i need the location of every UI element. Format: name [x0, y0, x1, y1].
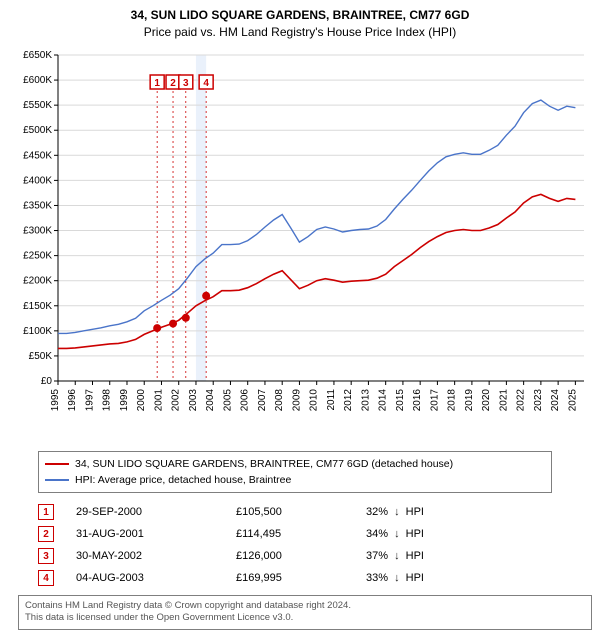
sales-table-date: 30-MAY-2002	[76, 550, 236, 562]
legend-entry: HPI: Average price, detached house, Brai…	[45, 472, 545, 488]
sale-marker-number: 4	[203, 78, 209, 89]
y-tick-label: £50K	[29, 351, 53, 362]
y-tick-label: £100K	[23, 326, 52, 337]
chart-svg: £0 £50K £100K £150K £200K £250K £300K £350K £400…	[8, 45, 592, 445]
sales-table-badge: 1	[38, 504, 54, 520]
x-tick-label: 2007	[257, 389, 268, 412]
sales-table-row: 3 30-MAY-2002£126,00037% ↓ HPI	[38, 545, 558, 567]
sales-table-hpi: 34% ↓ HPI	[366, 528, 486, 540]
sales-table-date: 04-AUG-2003	[76, 572, 236, 584]
legend: 34, SUN LIDO SQUARE GARDENS, BRAINTREE, …	[38, 451, 552, 493]
y-tick-label: £300K	[23, 226, 52, 237]
x-tick-label: 1995	[50, 389, 61, 412]
y-tick-label: £500K	[23, 125, 52, 136]
title-line-1: 34, SUN LIDO SQUARE GARDENS, BRAINTREE, …	[8, 8, 592, 22]
legend-swatch	[45, 479, 69, 481]
x-tick-label: 2016	[412, 389, 423, 412]
sales-table-price: £114,495	[236, 528, 366, 540]
x-tick-label: 1999	[119, 389, 130, 412]
x-tick-label: 2002	[171, 389, 182, 412]
arrow-down-icon: ↓	[394, 572, 400, 584]
x-tick-label: 2014	[378, 389, 389, 412]
sales-table-hpi: 32% ↓ HPI	[366, 506, 486, 518]
x-tick-label: 2023	[533, 389, 544, 412]
x-tick-label: 2015	[395, 389, 406, 412]
x-tick-label: 2012	[343, 389, 354, 412]
sale-marker-point	[182, 314, 190, 322]
x-tick-label: 2006	[240, 389, 251, 412]
price-chart: £0 £50K £100K £150K £200K £250K £300K £350K £400…	[8, 45, 592, 445]
title-line-2: Price paid vs. HM Land Registry's House …	[8, 25, 592, 39]
sales-table-hpi: 37% ↓ HPI	[366, 550, 486, 562]
footer-line-2: This data is licensed under the Open Gov…	[25, 612, 585, 624]
x-tick-label: 2017	[429, 389, 440, 412]
y-tick-label: £550K	[23, 100, 52, 111]
legend-label: 34, SUN LIDO SQUARE GARDENS, BRAINTREE, …	[75, 456, 453, 472]
chart-band	[196, 55, 206, 381]
sale-marker-number: 2	[170, 78, 176, 89]
x-tick-label: 2018	[447, 389, 458, 412]
x-tick-label: 2003	[188, 389, 199, 412]
y-tick-label: £400K	[23, 175, 52, 186]
sales-table-row: 2 31-AUG-2001£114,49534% ↓ HPI	[38, 523, 558, 545]
x-tick-label: 2005	[222, 389, 233, 412]
y-tick-label: £0	[41, 376, 53, 387]
sales-table-row: 1 29-SEP-2000£105,50032% ↓ HPI	[38, 501, 558, 523]
sales-table-price: £169,995	[236, 572, 366, 584]
x-tick-label: 2024	[550, 389, 561, 412]
arrow-down-icon: ↓	[394, 528, 400, 540]
arrow-down-icon: ↓	[394, 550, 400, 562]
y-tick-label: £650K	[23, 50, 52, 61]
sales-table-badge: 2	[38, 526, 54, 542]
legend-entry: 34, SUN LIDO SQUARE GARDENS, BRAINTREE, …	[45, 456, 545, 472]
x-tick-label: 2010	[309, 389, 320, 412]
sale-marker-number: 1	[154, 78, 160, 89]
sales-table-price: £105,500	[236, 506, 366, 518]
x-tick-label: 2020	[481, 389, 492, 412]
sales-table-date: 29-SEP-2000	[76, 506, 236, 518]
y-tick-label: £150K	[23, 301, 52, 312]
sales-table-badge: 4	[38, 570, 54, 586]
x-tick-label: 1997	[84, 389, 95, 412]
arrow-down-icon: ↓	[394, 506, 400, 518]
y-tick-label: £200K	[23, 276, 52, 287]
sale-marker-point	[153, 324, 161, 332]
sales-table-price: £126,000	[236, 550, 366, 562]
x-tick-label: 2025	[567, 389, 578, 412]
x-tick-label: 2008	[274, 389, 285, 412]
x-tick-label: 2009	[291, 389, 302, 412]
x-tick-label: 2021	[498, 389, 509, 412]
x-tick-label: 2011	[326, 389, 337, 411]
legend-swatch	[45, 463, 69, 465]
x-tick-label: 1998	[102, 389, 113, 412]
sales-table-hpi: 33% ↓ HPI	[366, 572, 486, 584]
x-tick-label: 2004	[205, 389, 216, 412]
x-tick-label: 2000	[136, 389, 147, 412]
x-tick-label: 2013	[360, 389, 371, 412]
y-tick-label: £250K	[23, 251, 52, 262]
legend-label: HPI: Average price, detached house, Brai…	[75, 472, 291, 488]
attribution-footer: Contains HM Land Registry data © Crown c…	[18, 595, 592, 630]
sale-marker-point	[169, 320, 177, 328]
y-tick-label: £450K	[23, 150, 52, 161]
series-hpi	[58, 100, 575, 333]
sale-marker-point	[202, 292, 210, 300]
y-tick-label: £350K	[23, 200, 52, 211]
title-block: 34, SUN LIDO SQUARE GARDENS, BRAINTREE, …	[8, 8, 592, 39]
x-tick-label: 2019	[464, 389, 475, 412]
x-tick-label: 1996	[67, 389, 78, 412]
sales-table-badge: 3	[38, 548, 54, 564]
series-property	[58, 194, 575, 348]
x-tick-label: 2001	[153, 389, 164, 412]
sales-table-date: 31-AUG-2001	[76, 528, 236, 540]
x-tick-label: 2022	[516, 389, 527, 412]
y-tick-label: £600K	[23, 75, 52, 86]
sales-table: 1 29-SEP-2000£105,50032% ↓ HPI 2 31-AUG-200…	[38, 501, 558, 589]
sales-table-row: 4 04-AUG-2003£169,99533% ↓ HPI	[38, 567, 558, 589]
sale-marker-number: 3	[183, 78, 189, 89]
footer-line-1: Contains HM Land Registry data © Crown c…	[25, 600, 585, 612]
